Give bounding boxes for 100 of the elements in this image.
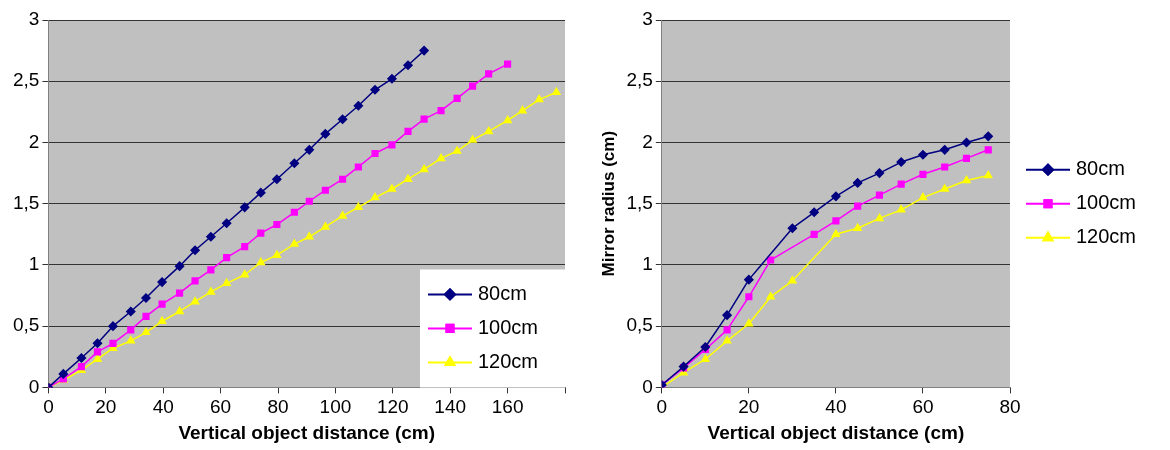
point: [174, 261, 185, 271]
point: [831, 229, 841, 238]
point: [256, 257, 265, 266]
legend-label: 120cm: [1076, 225, 1137, 248]
point: [289, 158, 300, 169]
point: [92, 338, 103, 349]
point: [206, 287, 216, 295]
x-axis-title: Vertical object distance (cm): [707, 421, 965, 443]
point: [722, 310, 732, 320]
point: [272, 250, 282, 258]
point: [984, 170, 993, 179]
point: [875, 191, 884, 199]
x-tick-label: 140: [434, 396, 467, 418]
point: [518, 105, 527, 114]
x-tick-label: 120: [376, 396, 409, 418]
point: [108, 321, 118, 331]
point: [469, 82, 477, 90]
point: [722, 336, 732, 344]
legend-label: 80cm: [478, 281, 527, 304]
point: [337, 114, 348, 124]
point: [142, 312, 150, 320]
y-tick-label: 3: [28, 8, 40, 30]
legend-label: 100cm: [1076, 191, 1137, 214]
point: [241, 242, 249, 251]
point: [141, 327, 151, 336]
point: [419, 45, 429, 56]
point: [918, 192, 928, 201]
point: [896, 205, 906, 213]
x-tick-label: 80: [267, 396, 289, 418]
point: [484, 126, 493, 135]
point: [503, 115, 512, 124]
point: [305, 232, 314, 240]
x-tick-label: 40: [825, 396, 847, 418]
point: [918, 149, 928, 160]
point: [919, 170, 927, 178]
x-tick-label: 160: [491, 396, 524, 418]
point: [962, 154, 971, 162]
point: [788, 276, 797, 284]
point: [126, 306, 136, 317]
point: [320, 129, 331, 139]
point: [126, 336, 135, 344]
point: [240, 269, 249, 278]
y-tick-label: 2,5: [626, 69, 653, 91]
point: [420, 115, 428, 123]
legend-label: 120cm: [478, 349, 539, 372]
point: [206, 232, 216, 242]
point: [190, 296, 200, 305]
point: [875, 213, 884, 222]
y-tick-label: 1: [642, 253, 653, 275]
point: [257, 229, 265, 237]
point: [723, 326, 731, 334]
point: [93, 348, 102, 356]
point: [436, 153, 446, 162]
x-axis-title: Vertical object distance (cm): [178, 421, 435, 443]
point: [127, 326, 135, 334]
point: [338, 211, 347, 219]
y-tick-label: 0,5: [626, 314, 653, 336]
y-tick-label: 3: [642, 8, 653, 30]
point: [158, 300, 166, 308]
point: [58, 369, 69, 379]
point: [304, 145, 315, 155]
point: [452, 146, 462, 154]
point: [419, 164, 429, 173]
point: [354, 202, 363, 211]
point: [984, 146, 992, 154]
point: [404, 127, 412, 136]
point: [810, 230, 818, 238]
point: [370, 192, 380, 201]
point: [983, 131, 993, 142]
x-tick-label: 80: [999, 396, 1021, 418]
point: [831, 191, 841, 202]
point: [854, 202, 862, 210]
point: [387, 74, 397, 84]
point: [141, 293, 151, 303]
point: [832, 217, 840, 225]
point: [290, 208, 298, 216]
point: [305, 197, 313, 205]
point: [388, 141, 396, 149]
point: [744, 274, 754, 285]
point: [370, 85, 380, 95]
point: [787, 223, 798, 233]
point: [504, 60, 512, 68]
point: [221, 218, 232, 229]
point: [896, 157, 906, 167]
point: [809, 207, 819, 218]
point: [76, 353, 87, 363]
legend-label: 100cm: [478, 315, 539, 338]
point: [852, 178, 863, 188]
point: [767, 256, 775, 264]
point: [962, 175, 971, 184]
point: [157, 277, 167, 287]
point: [339, 175, 347, 183]
x-tick-label: 60: [210, 396, 232, 418]
x-tick-label: 60: [912, 396, 934, 418]
point: [745, 293, 753, 301]
point: [354, 163, 362, 171]
legend-label: 80cm: [1076, 157, 1125, 180]
y-axis-title: Mirror radius (cm): [598, 130, 618, 277]
y-tick-label: 2,5: [12, 69, 40, 91]
point: [853, 223, 862, 231]
